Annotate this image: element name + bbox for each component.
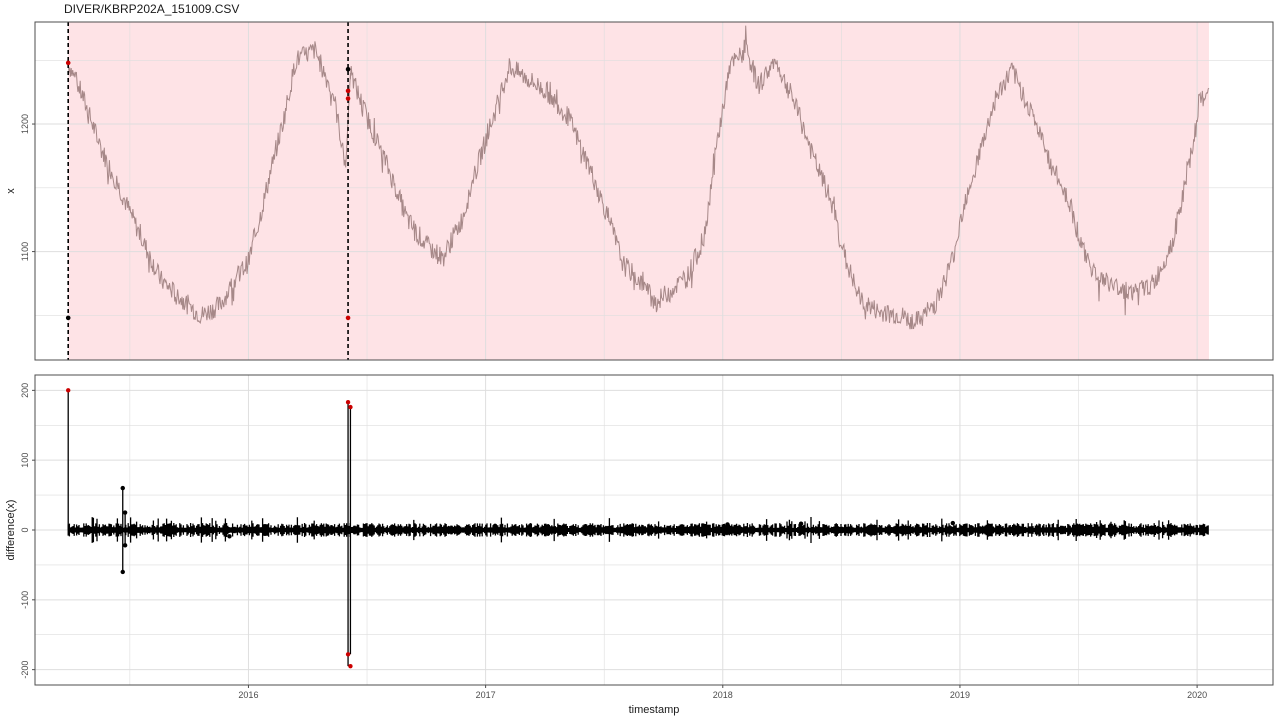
flagged-outlier-point — [65, 60, 71, 66]
difference-point — [120, 569, 125, 575]
difference-point — [725, 522, 730, 527]
top-vertical-markers — [67, 22, 349, 360]
x-tick-label: 2016 — [238, 690, 258, 700]
top-outlier-points — [65, 60, 351, 321]
difference-point — [227, 534, 232, 539]
flagged-difference-point — [348, 404, 353, 410]
bottom-panel: -200 -100 0 100 200 difference(x) — [5, 374, 1274, 686]
difference-point — [120, 485, 125, 491]
flagged-outlier-point — [345, 96, 351, 101]
difference-noise-band — [67, 517, 1209, 543]
x-tick-label: 2018 — [713, 690, 733, 700]
flagged-difference-point — [345, 652, 351, 657]
bottom-difference-band — [67, 517, 1209, 543]
flagged-difference-point — [66, 388, 71, 393]
top-y-axis-title: x — [5, 188, 17, 194]
top-panel: 1100 1200 x — [5, 21, 1274, 361]
x-axis-tick-labels: 2016 2017 2018 2019 2020 — [238, 685, 1207, 700]
outlier-point — [345, 66, 351, 72]
top-panel-border — [34, 21, 1274, 361]
top-y-tick-labels: 1100 1200 — [20, 114, 35, 261]
difference-point — [492, 523, 498, 529]
y-tick-label: 200 — [20, 383, 30, 398]
difference-point — [122, 510, 128, 515]
top-series-line — [67, 25, 1210, 330]
y-tick-label: -200 — [20, 661, 30, 679]
top-gridlines — [35, 22, 1273, 360]
top-shaded-region — [68, 22, 1209, 360]
x-tick-label: 2017 — [476, 690, 496, 700]
x-axis-title: timestamp — [629, 704, 680, 716]
flagged-outlier-point — [345, 88, 351, 94]
bottom-difference-points — [66, 388, 956, 669]
y-tick-label: 0 — [20, 527, 30, 532]
flagged-outlier-point — [345, 315, 351, 321]
x-tick-label: 2019 — [950, 690, 970, 700]
y-tick-label: 1100 — [20, 242, 30, 261]
chart-title: DIVER/KBRP202A_151009.CSV — [64, 2, 239, 16]
y-tick-label: 1200 — [20, 114, 30, 134]
y-tick-label: 100 — [20, 453, 30, 468]
bottom-y-axis-title: difference(x) — [5, 500, 17, 561]
y-tick-label: -100 — [20, 591, 30, 609]
flagged-difference-point — [345, 400, 351, 405]
difference-point — [122, 543, 128, 548]
bottom-y-tick-labels: -200 -100 0 100 200 — [20, 383, 35, 679]
difference-point — [950, 520, 956, 526]
outlier-point — [65, 315, 71, 321]
difference-point — [798, 521, 804, 526]
flagged-difference-point — [348, 663, 353, 669]
x-tick-label: 2020 — [1187, 690, 1207, 700]
